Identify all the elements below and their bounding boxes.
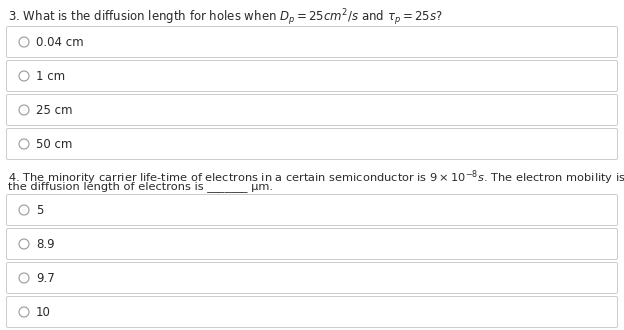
Circle shape — [19, 139, 29, 149]
Text: 25 cm: 25 cm — [36, 104, 72, 116]
Text: 9.7: 9.7 — [36, 272, 55, 284]
Text: the diffusion length of electrons is _______ μm.: the diffusion length of electrons is ___… — [8, 181, 273, 192]
FancyBboxPatch shape — [6, 60, 618, 91]
FancyBboxPatch shape — [6, 94, 618, 125]
Text: 1 cm: 1 cm — [36, 70, 65, 82]
Text: 8.9: 8.9 — [36, 238, 55, 250]
Text: 4. The minority carrier life-time of electrons in a certain semiconductor is $9\: 4. The minority carrier life-time of ele… — [8, 168, 624, 186]
FancyBboxPatch shape — [6, 194, 618, 225]
Circle shape — [19, 105, 29, 115]
FancyBboxPatch shape — [6, 26, 618, 57]
FancyBboxPatch shape — [6, 262, 618, 293]
Text: 10: 10 — [36, 306, 51, 318]
Circle shape — [19, 205, 29, 215]
Circle shape — [19, 37, 29, 47]
Text: 5: 5 — [36, 204, 44, 216]
FancyBboxPatch shape — [6, 296, 618, 327]
Circle shape — [19, 239, 29, 249]
Text: 0.04 cm: 0.04 cm — [36, 36, 84, 49]
Text: 3. What is the diffusion length for holes when $D_p = 25cm^2/s$ and $\tau_p = 25: 3. What is the diffusion length for hole… — [8, 7, 442, 28]
Circle shape — [19, 273, 29, 283]
Circle shape — [19, 307, 29, 317]
Circle shape — [19, 71, 29, 81]
Text: 50 cm: 50 cm — [36, 138, 72, 150]
FancyBboxPatch shape — [6, 128, 618, 159]
FancyBboxPatch shape — [6, 228, 618, 259]
